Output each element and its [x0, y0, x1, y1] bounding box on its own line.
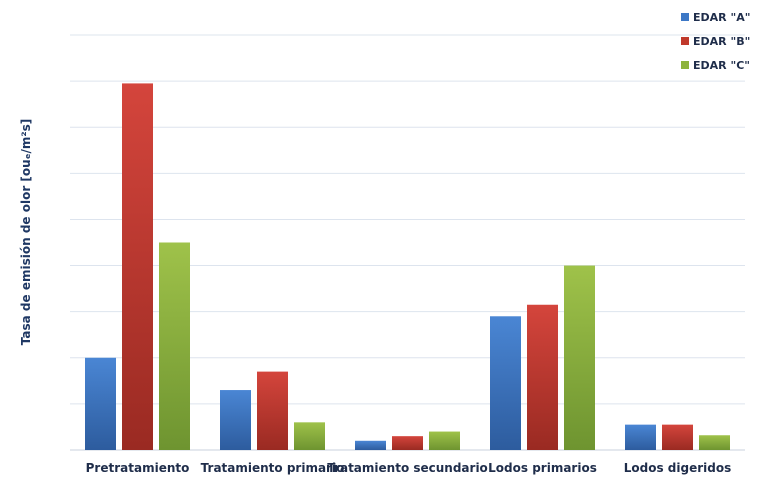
legend-label: EDAR "C" [693, 59, 750, 72]
bar [257, 371, 288, 450]
bars-group [85, 83, 730, 451]
bar [122, 83, 153, 451]
bar [527, 304, 558, 450]
bar [699, 435, 730, 450]
bar [355, 440, 386, 450]
bar [625, 424, 656, 450]
x-tick-label: Tratamiento secundario [327, 461, 488, 475]
bar [392, 436, 423, 450]
legend-swatch [681, 61, 689, 69]
x-tick-label: Tratamiento primario [201, 461, 345, 475]
bar [159, 242, 190, 450]
y-axis-label: Tasa de emisión de olor [ouₑ/m²s] [19, 119, 33, 345]
legend-swatch [681, 13, 689, 21]
bar [564, 265, 595, 450]
x-tick-labels: Pretratamiento Tratamiento primarioTratam… [86, 461, 732, 475]
x-tick-label: Pretratamiento [86, 461, 190, 475]
x-tick-label: Lodos digeridos [624, 461, 731, 475]
bar [662, 424, 693, 450]
bar [220, 390, 251, 450]
bar [85, 357, 116, 450]
bar [294, 422, 325, 450]
legend-label: EDAR "B" [693, 35, 750, 48]
bar [429, 431, 460, 450]
legend-swatch [681, 37, 689, 45]
legend: EDAR "A" EDAR "B" EDAR "C" [681, 11, 750, 72]
x-tick-label: Lodos primarios [488, 461, 597, 475]
legend-label: EDAR "A" [693, 11, 750, 24]
bar [490, 316, 521, 450]
